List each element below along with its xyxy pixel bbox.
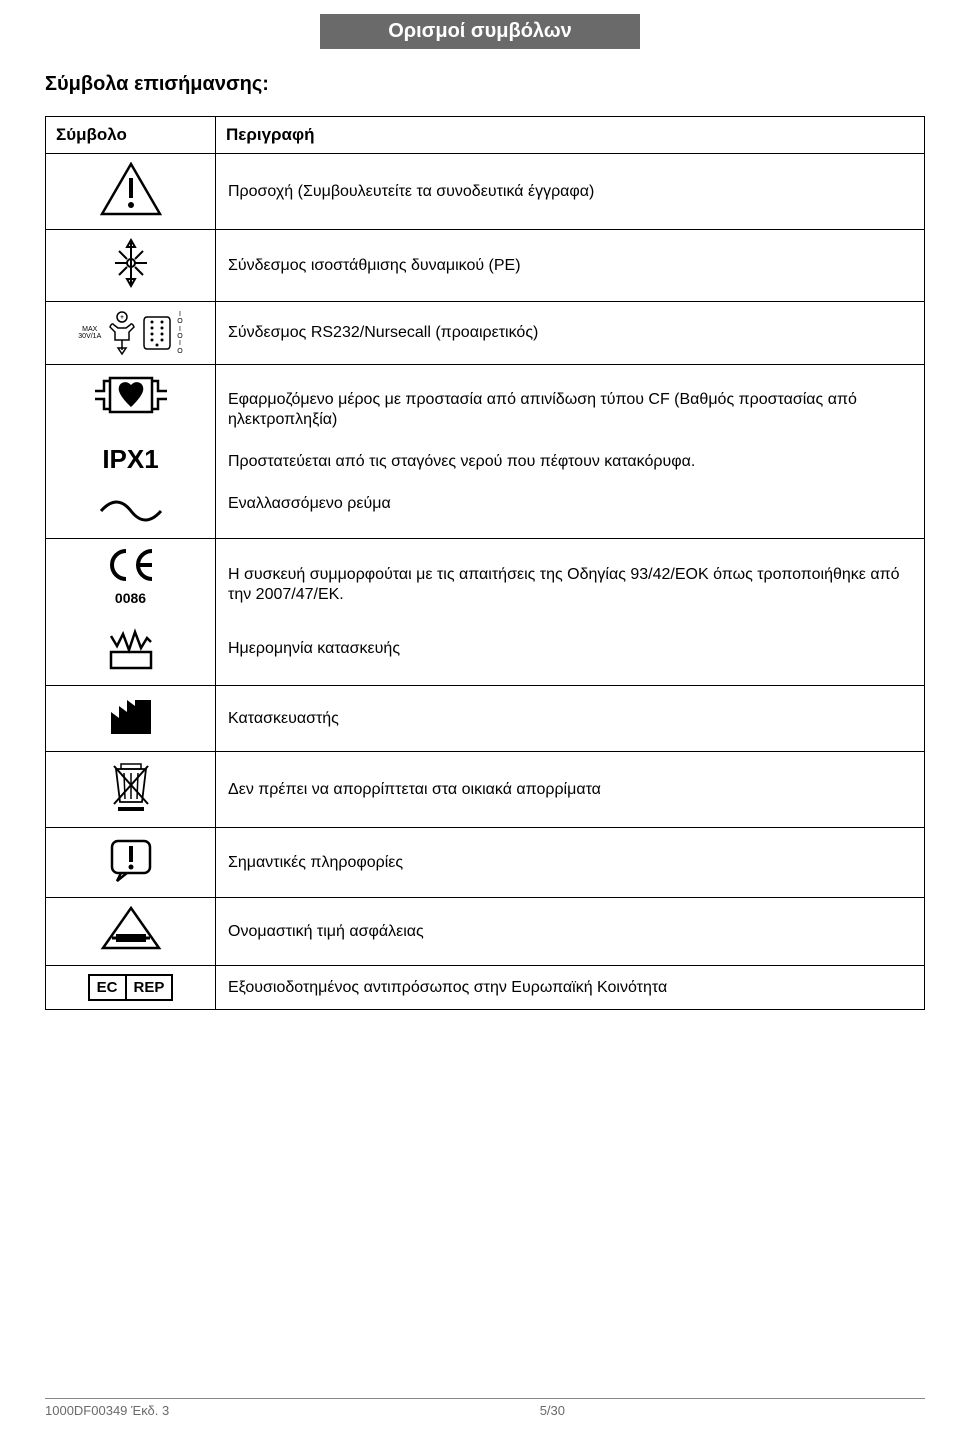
page-title-bar: Ορισμοί συμβόλων bbox=[320, 14, 640, 49]
date-manufacture-icon bbox=[105, 628, 157, 672]
description-cell: Σημαντικές πληροφορίες bbox=[216, 828, 925, 898]
serial-port-icon bbox=[143, 315, 171, 351]
table-row: Σημαντικές πληροφορίες bbox=[46, 828, 925, 898]
symbol-cell bbox=[46, 828, 216, 898]
description-cell: Δεν πρέπει να απορρίπτεται στα οικιακά α… bbox=[216, 752, 925, 828]
symbol-cell: EC REP bbox=[46, 966, 216, 1010]
description-cell: Η συσκευή συμμορφούται με τις απαιτήσεις… bbox=[216, 539, 925, 686]
table-row: Προσοχή (Συμβουλευτείτε τα συνοδευτικά έ… bbox=[46, 154, 925, 230]
ce-mark-icon bbox=[104, 547, 158, 583]
desc-ac: Εναλλασσόμενο ρεύμα bbox=[228, 494, 912, 514]
table-row: Δεν πρέπει να απορρίπτεται στα οικιακά α… bbox=[46, 752, 925, 828]
table-row: 0086 Η συσκευή συμμορφούται με τις απαιτ… bbox=[46, 539, 925, 686]
desc-ipx1: Προστατεύεται από τις σταγόνες νερού που… bbox=[228, 452, 912, 472]
symbol-cell bbox=[46, 898, 216, 966]
description-cell: Σύνδεσμος ισοστάθμισης δυναμικού (PE) bbox=[216, 230, 925, 302]
footer-doc-id: 1000DF00349 Έκδ. 3 bbox=[45, 1403, 169, 1418]
table-row: Ονομαστική τιμή ασφάλειας bbox=[46, 898, 925, 966]
defibrillation-cf-icon bbox=[92, 373, 170, 417]
fuse-rating-icon bbox=[100, 906, 162, 952]
ac-current-icon bbox=[97, 497, 165, 525]
ec-label: EC bbox=[90, 976, 127, 999]
symbol-cell bbox=[46, 752, 216, 828]
symbol-cell bbox=[46, 230, 216, 302]
description-cell: Εφαρμοζόμενο μέρος με προστασία από απιν… bbox=[216, 365, 925, 539]
footer-page-number: 5/30 bbox=[540, 1403, 565, 1418]
desc-ce: Η συσκευή συμμορφούται με τις απαιτήσεις… bbox=[228, 565, 912, 605]
symbol-cell: IPX1 bbox=[46, 365, 216, 539]
symbol-cell: 0086 bbox=[46, 539, 216, 686]
manufacturer-icon bbox=[105, 694, 157, 738]
desc-cf: Εφαρμοζόμενο μέρος με προστασία από απιν… bbox=[228, 390, 912, 430]
ipx1-label: IPX1 bbox=[50, 444, 211, 475]
equipotential-icon bbox=[109, 238, 153, 288]
important-info-icon bbox=[107, 836, 155, 884]
weee-bin-icon bbox=[108, 760, 154, 814]
description-cell: Προσοχή (Συμβουλευτείτε τα συνοδευτικά έ… bbox=[216, 154, 925, 230]
desc-date: Ημερομηνία κατασκευής bbox=[228, 639, 912, 659]
table-row: MAX 30V/1A + bbox=[46, 302, 925, 365]
description-cell: Σύνδεσμος RS232/Nursecall (προαιρετικός) bbox=[216, 302, 925, 365]
rep-label: REP bbox=[127, 976, 172, 999]
col-symbol-header: Σύμβολο bbox=[46, 117, 216, 154]
symbol-cell bbox=[46, 686, 216, 752]
table-row: IPX1 Εφαρμοζόμενο μέρος με προστασία από… bbox=[46, 365, 925, 539]
page-title: Ορισμοί συμβόλων bbox=[388, 20, 572, 42]
description-cell: Ονομαστική τιμή ασφάλειας bbox=[216, 898, 925, 966]
caution-triangle-icon bbox=[100, 162, 162, 216]
svg-text:+: + bbox=[120, 315, 124, 321]
symbols-table: Σύμβολο Περιγραφή Προσοχή (Συμβουλευτείτ… bbox=[45, 116, 925, 1010]
section-subtitle: Σύμβολα επισήμανσης: bbox=[45, 73, 960, 96]
nurse-icon: + bbox=[107, 310, 137, 356]
table-header-row: Σύμβολο Περιγραφή bbox=[46, 117, 925, 154]
page-footer: 1000DF00349 Έκδ. 3 5/30 bbox=[0, 1398, 960, 1418]
description-cell: Κατασκευαστής bbox=[216, 686, 925, 752]
col-description-header: Περιγραφή bbox=[216, 117, 925, 154]
symbol-cell bbox=[46, 154, 216, 230]
max-label: MAX 30V/1A bbox=[78, 326, 101, 340]
description-cell: Εξουσιοδοτημένος αντιπρόσωπος στην Ευρωπ… bbox=[216, 966, 925, 1010]
table-row: Κατασκευαστής bbox=[46, 686, 925, 752]
table-row: EC REP Εξουσιοδοτημένος αντιπρόσωπος στη… bbox=[46, 966, 925, 1010]
symbol-cell: MAX 30V/1A + bbox=[46, 302, 216, 365]
table-row: Σύνδεσμος ισοστάθμισης δυναμικού (PE) bbox=[46, 230, 925, 302]
ce-number: 0086 bbox=[50, 590, 211, 606]
ec-rep-icon: EC REP bbox=[88, 974, 174, 1001]
